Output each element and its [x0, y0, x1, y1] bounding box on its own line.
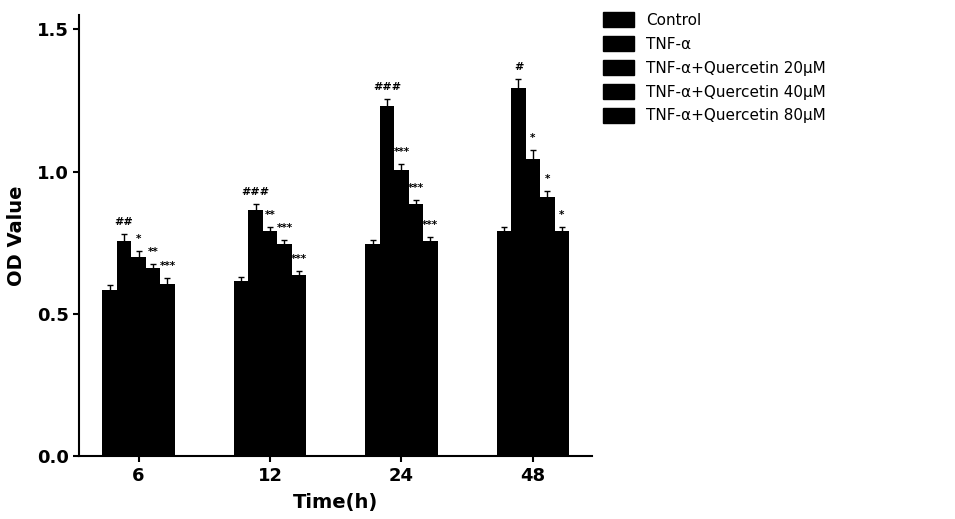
Text: ***: ***: [159, 261, 176, 271]
Text: ***: ***: [393, 147, 410, 157]
Text: ###: ###: [373, 82, 401, 92]
X-axis label: Time(h): Time(h): [293, 493, 378, 512]
Text: ***: ***: [276, 223, 292, 233]
Bar: [277, 244, 291, 456]
Text: ***: ***: [422, 220, 438, 230]
Bar: [102, 290, 117, 456]
Bar: [409, 204, 423, 456]
Text: **: **: [148, 247, 159, 257]
Bar: [497, 231, 511, 456]
Bar: [146, 268, 160, 456]
Text: *: *: [530, 133, 536, 143]
Bar: [555, 231, 569, 456]
Bar: [117, 241, 131, 456]
Text: ***: ***: [291, 254, 307, 264]
Bar: [131, 257, 146, 456]
Text: #: #: [514, 62, 523, 72]
Legend: Control, TNF-α, TNF-α+Quercetin 20μM, TNF-α+Quercetin 40μM, TNF-α+Quercetin 80μM: Control, TNF-α, TNF-α+Quercetin 20μM, TN…: [597, 6, 832, 130]
Bar: [511, 88, 525, 456]
Text: *: *: [544, 174, 550, 184]
Text: **: **: [265, 210, 275, 220]
Text: *: *: [560, 210, 564, 220]
Bar: [160, 284, 175, 456]
Bar: [380, 106, 394, 456]
Bar: [541, 197, 555, 456]
Bar: [248, 210, 263, 456]
Text: ###: ###: [242, 187, 269, 197]
Bar: [291, 276, 307, 456]
Text: ##: ##: [115, 217, 134, 227]
Bar: [394, 170, 409, 456]
Bar: [234, 281, 248, 456]
Text: ***: ***: [408, 183, 424, 193]
Text: *: *: [136, 234, 141, 244]
Bar: [525, 159, 541, 456]
Bar: [263, 231, 277, 456]
Y-axis label: OD Value: OD Value: [7, 185, 26, 286]
Bar: [423, 241, 437, 456]
Bar: [366, 244, 380, 456]
